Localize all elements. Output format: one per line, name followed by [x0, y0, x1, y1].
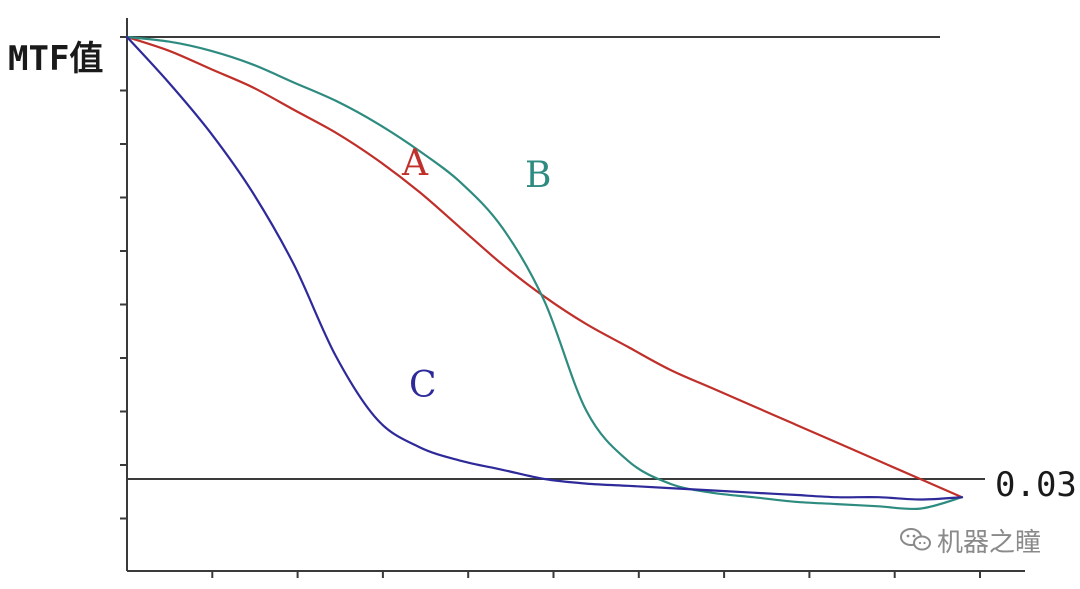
curve-a [125, 35, 964, 499]
y-axis-label: MTF值 [8, 39, 103, 79]
wechat-icon [900, 528, 931, 551]
watermark-text: 机器之瞳 [937, 528, 1041, 558]
curve-label-a: A [401, 143, 429, 184]
curve-label-c: C [409, 365, 437, 406]
y-axis-ticks [120, 36, 127, 520]
watermark: 机器之瞳 [900, 528, 1041, 558]
threshold-label: 0.03 [995, 465, 1077, 505]
curve-b [125, 35, 964, 511]
curves-group [125, 35, 964, 511]
curve-c [125, 35, 964, 501]
curve-label-b: B [525, 155, 551, 196]
x-axis-ticks [211, 571, 981, 578]
